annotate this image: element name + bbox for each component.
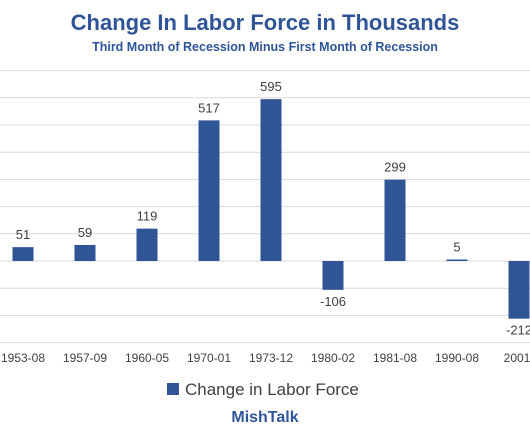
x-tick-label: 2001- [504,351,530,365]
x-tick-label: 1990-08 [435,351,479,365]
data-label: 119 [137,209,158,224]
x-tick-label: 1970-01 [187,351,231,365]
bar-1970-01 [198,120,220,261]
bar-1973-12 [260,99,282,261]
x-tick-labels: 1953-08 1957-09 1960-05 1970-01 1973-12 1980-… [1,351,530,365]
bar-1953-08 [12,247,34,261]
legend-label: Change in Labor Force [185,380,359,399]
bars [12,99,530,319]
x-tick-label: 1981-08 [373,351,417,365]
legend-swatch [167,383,179,395]
legend: Change in Labor Force [167,380,359,399]
bar-1981-08 [384,179,406,261]
data-label: 517 [198,100,220,115]
data-label: -212 [506,323,530,338]
bar-2001- [508,261,530,319]
x-tick-label: 1953-08 [1,351,45,365]
data-label: -106 [320,294,346,309]
bar-1960-05 [136,228,158,261]
data-label: 595 [260,79,282,94]
data-labels: 51 59 119 517 595 -106 299 5 -212 [16,79,530,338]
x-tick-label: 1973-12 [249,351,293,365]
bar-1980-02 [322,261,344,290]
data-label: 59 [78,225,92,240]
bar-1990-08 [446,259,468,261]
chart-subtitle: Third Month of Recession Minus First Mon… [92,40,438,54]
brand-label: MishTalk [231,409,298,426]
chart-title: Change In Labor Force in Thousands [71,10,460,35]
bar-1957-09 [74,244,96,261]
x-tick-label: 1960-05 [125,351,169,365]
data-label: 299 [384,160,406,175]
data-label: 51 [16,227,30,242]
x-tick-label: 1980-02 [311,351,355,365]
data-label: 5 [453,240,460,255]
x-tick-label: 1957-09 [63,351,107,365]
